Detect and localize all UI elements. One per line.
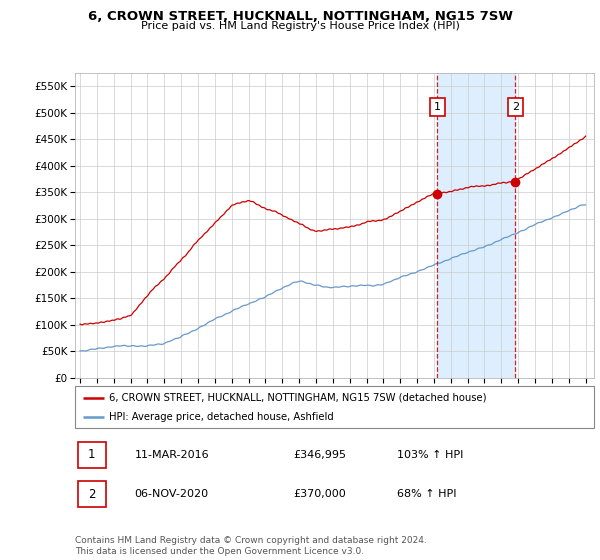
Text: 6, CROWN STREET, HUCKNALL, NOTTINGHAM, NG15 7SW: 6, CROWN STREET, HUCKNALL, NOTTINGHAM, N… (88, 10, 512, 23)
Text: 06-NOV-2020: 06-NOV-2020 (134, 489, 209, 499)
Text: 103% ↑ HPI: 103% ↑ HPI (397, 450, 463, 460)
Bar (437, 73, 515, 378)
Text: 2: 2 (512, 102, 519, 113)
Text: 11-MAR-2016: 11-MAR-2016 (134, 450, 209, 460)
Text: £370,000: £370,000 (293, 489, 346, 499)
Text: HPI: Average price, detached house, Ashfield: HPI: Average price, detached house, Ashf… (109, 412, 334, 422)
Text: Contains HM Land Registry data © Crown copyright and database right 2024.
This d: Contains HM Land Registry data © Crown c… (75, 536, 427, 556)
Text: 6, CROWN STREET, HUCKNALL, NOTTINGHAM, NG15 7SW (detached house): 6, CROWN STREET, HUCKNALL, NOTTINGHAM, N… (109, 393, 486, 403)
Text: 1: 1 (434, 102, 440, 113)
Bar (77, 442, 106, 468)
Text: £346,995: £346,995 (293, 450, 346, 460)
Text: 1: 1 (88, 449, 95, 461)
Bar (77, 481, 106, 507)
Text: 2: 2 (88, 488, 95, 501)
Text: 68% ↑ HPI: 68% ↑ HPI (397, 489, 456, 499)
Text: Price paid vs. HM Land Registry's House Price Index (HPI): Price paid vs. HM Land Registry's House … (140, 21, 460, 31)
